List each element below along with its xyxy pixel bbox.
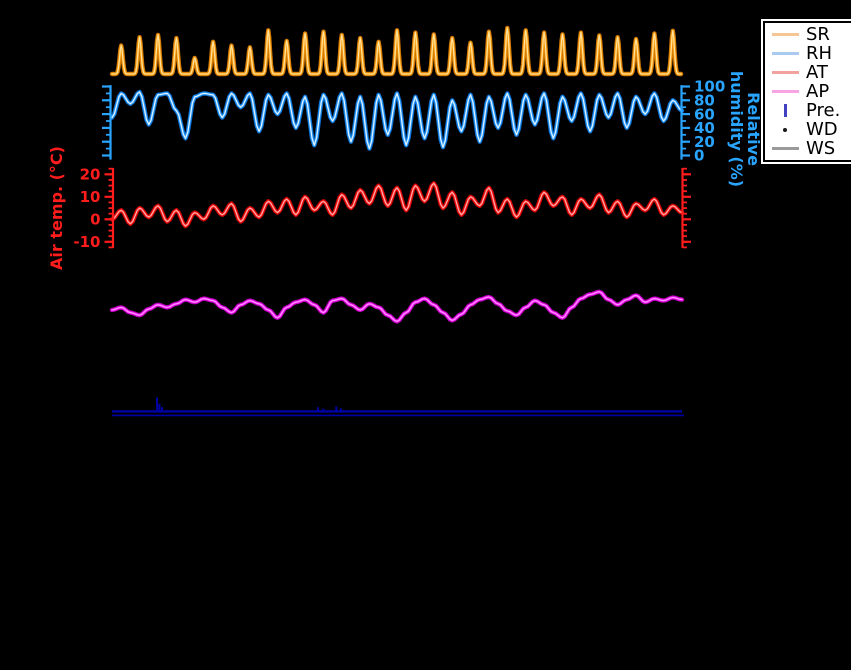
sr-line-swatch [771,33,799,36]
legend-item-ap: AP [771,82,851,101]
legend-label-sr: SR [806,24,830,45]
svg-text:0: 0 [90,211,100,229]
relative-humidity-axis-title: Relative humidity (%) [727,67,763,191]
legend-item-rh: RH [771,44,851,63]
svg-text:60: 60 [694,105,715,123]
legend-item-pre: Pre. [771,101,851,120]
ap-line-swatch [771,90,799,93]
svg-text:20: 20 [80,166,101,184]
legend-label-at: AT [806,62,828,83]
ws-line-swatch [771,147,799,150]
rh-line-swatch [771,52,799,55]
rh-title-line1: Relative [744,92,763,166]
svg-text:20: 20 [694,133,715,151]
legend-label-wd: WD [806,119,838,140]
legend-item-ws: WS [771,139,851,158]
legend-label-ws: WS [806,138,836,159]
legend-item-wd: WD [771,120,851,139]
legend-label-pre: Pre. [806,100,841,121]
legend-item-at: AT [771,63,851,82]
legend-item-sr: SR [771,25,851,44]
svg-text:80: 80 [694,92,715,110]
legend-label-ap: AP [806,81,830,102]
svg-text:40: 40 [694,119,715,137]
legend-label-rh: RH [806,43,833,64]
air-temp-axis-title: Air temp. (°C) [47,146,66,270]
svg-text:10: 10 [80,188,101,206]
wd-dot-swatch [771,127,799,132]
rh-title-line2: humidity (%) [727,70,746,188]
pre-bar-swatch [771,104,799,117]
svg-text:100: 100 [694,78,725,96]
legend: SR RH AT AP Pre. WD WS [763,21,851,162]
svg-text:0: 0 [694,147,704,165]
svg-text:-10: -10 [73,233,100,251]
at-line-swatch [771,71,799,74]
